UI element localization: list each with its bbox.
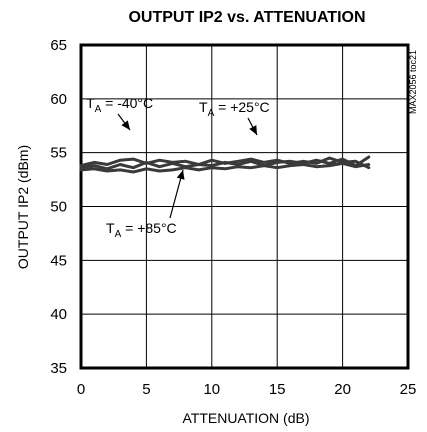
annotation-label: TA = +25°C <box>199 99 270 119</box>
y-tick-label: 60 <box>50 91 67 108</box>
annotation-label: TA = -40°C <box>86 95 153 115</box>
y-tick-label: 40 <box>50 306 67 323</box>
y-tick-label: 45 <box>50 252 67 269</box>
y-tick-label: 35 <box>50 360 67 377</box>
tick-labels: 0 5 10 15 20 25 35 40 45 50 55 60 65 <box>50 37 416 398</box>
x-tick-label: 5 <box>142 381 150 398</box>
y-tick-label: 55 <box>50 145 67 162</box>
arrowhead-icon <box>249 125 257 135</box>
x-tick-label: 15 <box>269 381 286 398</box>
x-tick-label: 25 <box>400 381 417 398</box>
chart-title: OUTPUT IP2 vs. ATTENUATION <box>128 9 365 26</box>
x-tick-label: 20 <box>334 381 351 398</box>
x-tick-label: 0 <box>77 381 85 398</box>
plot-frame <box>79 43 410 370</box>
grid <box>80 44 409 369</box>
series-line-2 <box>79 155 371 171</box>
annotations: TA = -40°C TA = +25°C TA = +85°C <box>86 95 270 240</box>
annotation-label: TA = +85°C <box>106 220 177 240</box>
arrowhead-icon <box>176 170 185 180</box>
series-line-3 <box>79 161 371 174</box>
x-tick-label: 10 <box>203 381 220 398</box>
arrowhead-icon <box>121 120 130 130</box>
y-tick-label: 50 <box>50 199 67 216</box>
y-axis-label: OUTPUT IP2 (dBm) <box>15 145 31 269</box>
x-axis-label: ATTENUATION (dB) <box>182 410 309 426</box>
y-tick-label: 65 <box>50 37 67 54</box>
figure-code: MAX2056 toc21 <box>408 50 418 114</box>
series-group <box>79 155 371 174</box>
